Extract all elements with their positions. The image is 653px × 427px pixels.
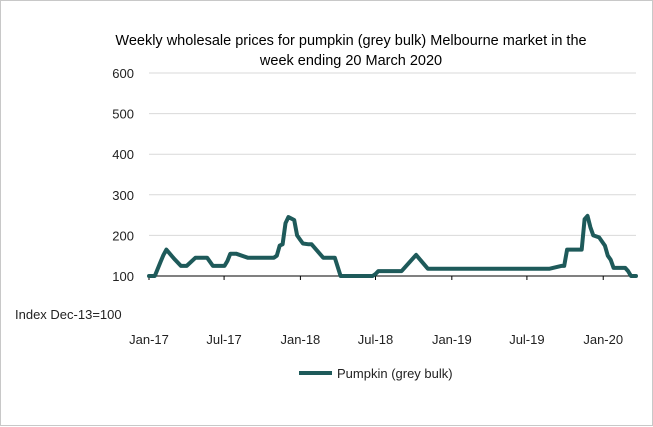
x-tick-label: Jan-19 [432, 332, 472, 347]
series-line-pumpkin [147, 213, 638, 278]
legend: Pumpkin (grey bulk) [299, 366, 453, 381]
y-axis-ticks: 100 200 300 400 500 600 [112, 66, 134, 284]
x-tick-label: Jan-17 [129, 332, 169, 347]
x-axis-ticks: Jan-17 Jul-17 Jan-18 Jul-18 Jan-19 Jul-19 Jan-… [129, 276, 623, 347]
x-tick-label: Jan-20 [583, 332, 623, 347]
x-tick-label: Jan-18 [281, 332, 321, 347]
y-axis-label: Index Dec-13=100 [15, 307, 122, 322]
y-tick-label: 300 [112, 188, 134, 203]
series-layer [147, 213, 638, 278]
y-tick-label: 100 [112, 269, 134, 284]
x-tick-label: Jul-17 [206, 332, 241, 347]
y-tick-label: 400 [112, 147, 134, 162]
x-tick-label: Jul-19 [509, 332, 544, 347]
y-tick-label: 200 [112, 228, 134, 243]
legend-label: Pumpkin (grey bulk) [337, 366, 453, 381]
chart-title-line2: week ending 20 March 2020 [259, 53, 442, 69]
y-tick-label: 600 [112, 66, 134, 81]
y-tick-label: 500 [112, 107, 134, 122]
x-tick-label: Jul-18 [358, 332, 393, 347]
gridlines [149, 72, 636, 236]
chart-title-line1: Weekly wholesale prices for pumpkin (gre… [115, 33, 586, 49]
